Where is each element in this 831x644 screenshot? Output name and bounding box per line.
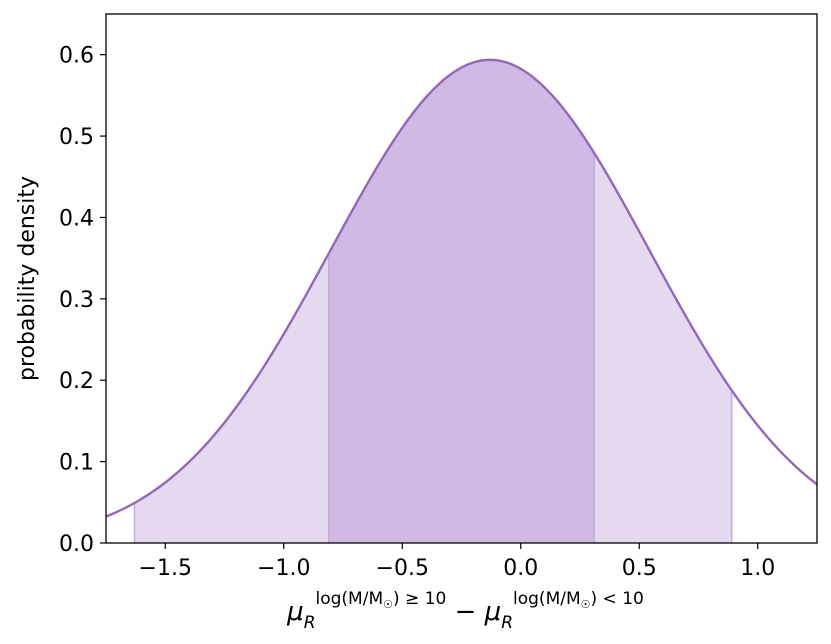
y-axis: 0.0 0.1 0.2 0.3 0.4 0.5 0.6: [59, 44, 106, 557]
credible-interval-fills: [133, 59, 733, 543]
y-axis-label: probability density: [15, 176, 40, 381]
x-axis-label: μRlog(M/M☉) ≥ 10 − μRlog(M/M☉) < 10: [286, 589, 644, 633]
y-tick-label: 0.6: [59, 44, 94, 69]
credible-interval-inner: [328, 59, 595, 543]
x-axis: −1.5 −1.0 −0.5 0.0 0.5 1.0: [139, 543, 775, 581]
x-label-sun-right: ☉: [581, 598, 591, 611]
x-tick-label: 0.5: [622, 556, 657, 581]
x-label-sup-right-close: ) < 10: [591, 589, 644, 609]
x-label-mu-right: μ: [484, 597, 502, 627]
y-tick-label: 0.3: [59, 288, 94, 313]
x-tick-label: −0.5: [376, 556, 429, 581]
x-label-sub-left: R: [304, 613, 316, 633]
x-tick-label: 1.0: [740, 556, 775, 581]
x-label-sub-right: R: [501, 613, 513, 633]
x-label-sun-left: ☉: [383, 598, 393, 611]
y-tick-label: 0.4: [59, 206, 94, 231]
x-label-sup-right: log(M/M: [513, 589, 581, 609]
x-label-minus: −: [446, 597, 484, 627]
y-tick-label: 0.1: [59, 451, 94, 476]
y-tick-label: 0.5: [59, 125, 94, 150]
x-label-sup-left-close: ) ≥ 10: [393, 589, 446, 609]
x-label-sup-left: log(M/M: [316, 589, 384, 609]
y-tick-label: 0.0: [59, 532, 94, 557]
y-tick-label: 0.2: [59, 369, 94, 394]
x-label-mu-left: μ: [286, 597, 304, 627]
density-curve-layer: [105, 58, 818, 518]
x-tick-label: −1.0: [257, 556, 310, 581]
x-tick-label: −1.5: [139, 556, 192, 581]
x-tick-label: 0.0: [503, 556, 538, 581]
density-curve: [105, 58, 818, 518]
plot-frame: [105, 13, 818, 544]
